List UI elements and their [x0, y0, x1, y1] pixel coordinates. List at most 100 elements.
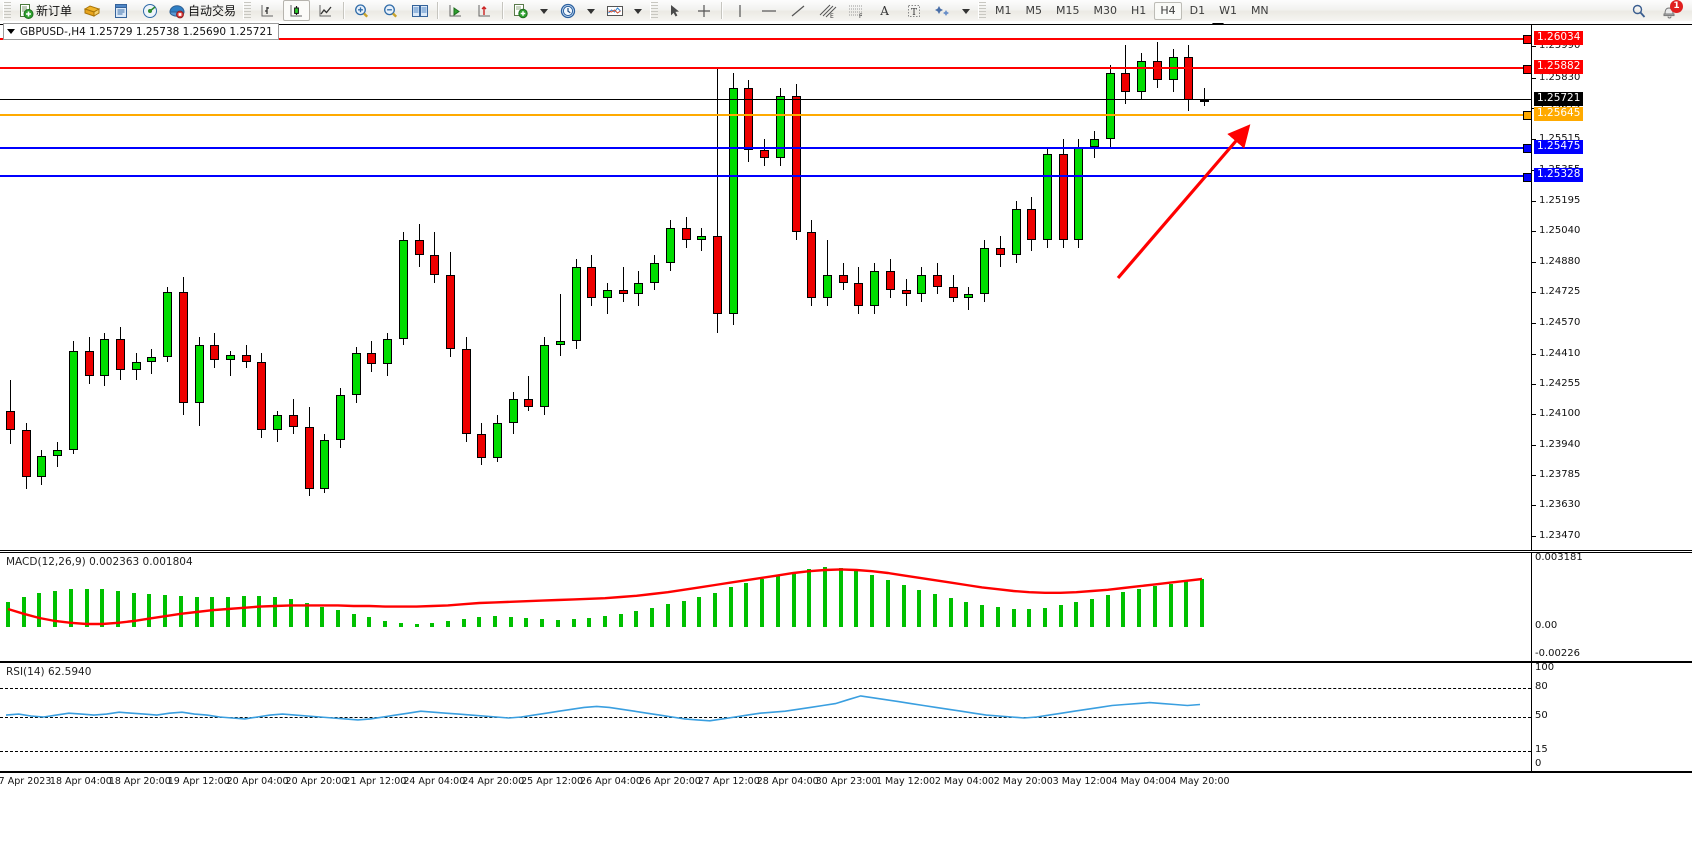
macd-histogram-bar	[461, 618, 466, 627]
hline-support-upper[interactable]	[0, 146, 1531, 149]
horizontal-line-button[interactable]	[755, 0, 782, 21]
signal-button[interactable]	[136, 0, 163, 21]
macd-histogram-bar	[288, 599, 293, 627]
hline-handle-resistance-lower[interactable]	[1523, 64, 1532, 74]
candle-body	[807, 232, 817, 299]
macd-histogram-bar	[964, 601, 969, 627]
candle-body	[100, 339, 110, 376]
candle-body	[964, 294, 974, 299]
toolbar-divider-4	[721, 2, 723, 19]
period-separator-button[interactable]	[554, 0, 581, 21]
timeframe-w1[interactable]: W1	[1219, 3, 1237, 17]
macd-histogram-bar	[665, 604, 670, 627]
candle-wick	[528, 376, 530, 411]
rsi-pane[interactable]: RSI(14) 62.5940	[0, 662, 1692, 772]
line-chart-button[interactable]	[312, 0, 339, 21]
hline-support-lower[interactable]	[0, 175, 1531, 178]
timeframe-m15[interactable]: M15	[1056, 3, 1080, 17]
candle-wick	[622, 267, 624, 303]
timeframe-h4[interactable]: H4	[1154, 1, 1182, 20]
timeframe-m1[interactable]: M1	[995, 3, 1012, 17]
new-order-button[interactable]: 新订单	[14, 0, 76, 21]
shapes-button[interactable]	[929, 0, 956, 21]
macd-histogram-bar	[116, 591, 120, 627]
period-separator-dropdown[interactable]	[583, 0, 599, 21]
svg-text:E: E	[830, 13, 834, 19]
cursor-button[interactable]	[661, 0, 688, 21]
hline-handle-resistance-upper[interactable]	[1523, 35, 1532, 45]
text-label-button[interactable]: T	[900, 0, 927, 21]
crosshair-button[interactable]	[690, 0, 717, 21]
wallet-button[interactable]	[78, 0, 105, 21]
macd-histogram-bar	[587, 618, 592, 627]
notification-badge: 1	[1670, 0, 1683, 13]
time-tick-label: 2 May 20:00	[993, 776, 1053, 787]
symbol-info-box[interactable]: GBPUSD-,H4 1.25729 1.25738 1.25690 1.257…	[3, 23, 279, 40]
candle-body	[320, 440, 330, 489]
hline-handle-support-lower[interactable]	[1523, 172, 1532, 182]
rsi-level-line	[0, 688, 1531, 690]
toolbar-grip-3[interactable]	[650, 2, 659, 19]
bar-chart-button[interactable]	[254, 0, 281, 21]
new-object-button[interactable]	[507, 0, 534, 21]
macd-histogram-bar	[493, 616, 497, 627]
expert-advisor-button[interactable]: 自动交易	[165, 0, 239, 21]
chevron-down-icon[interactable]	[7, 29, 15, 34]
toolbar-grip-2[interactable]	[243, 2, 252, 19]
timeframe-h1[interactable]: H1	[1131, 3, 1147, 17]
timeframe-mn[interactable]: MN	[1250, 3, 1269, 17]
indicator-button[interactable]	[601, 0, 628, 21]
price-plot[interactable]	[0, 25, 1692, 550]
timeframe-m5[interactable]: M5	[1025, 3, 1043, 17]
toolbar-grip-4[interactable]	[978, 2, 987, 19]
new-object-dropdown[interactable]	[536, 0, 552, 21]
toolbar-grip-1[interactable]	[3, 2, 11, 19]
fibonacci-button[interactable]: F	[842, 0, 869, 21]
search-icon[interactable]	[1625, 0, 1652, 21]
indicator-dropdown[interactable]	[630, 0, 646, 21]
text-button[interactable]: A	[880, 3, 889, 18]
shapes-dropdown[interactable]	[958, 0, 974, 21]
candle-body	[383, 339, 393, 365]
timeframe-m30[interactable]: M30	[1093, 3, 1118, 17]
candle-body	[430, 255, 440, 275]
hline-handle-entry-line[interactable]	[1523, 111, 1532, 120]
hline-resistance-lower[interactable]	[0, 67, 1531, 70]
candlestick-chart-button[interactable]	[283, 0, 311, 21]
time-tick-label: 19 Apr 12:00	[167, 776, 230, 787]
macd-histogram-bar	[508, 616, 513, 627]
macd-histogram-bar	[917, 589, 922, 627]
macd-histogram-bar	[618, 613, 623, 627]
tile-windows-button[interactable]	[406, 0, 433, 21]
hline-current-price[interactable]	[0, 99, 1531, 101]
candle-wick	[826, 239, 828, 306]
trendline-button[interactable]	[784, 0, 811, 21]
candle-body	[665, 228, 675, 264]
hline-entry-line[interactable]	[0, 113, 1531, 116]
price-pane[interactable]	[0, 24, 1692, 551]
macd-plot[interactable]	[0, 553, 1692, 661]
time-tick-label: 21 Apr 12:00	[344, 776, 407, 787]
candle-body	[697, 236, 707, 240]
macd-pane[interactable]: MACD(12,26,9) 0.002363 0.001804	[0, 552, 1692, 662]
candle-body	[367, 352, 377, 365]
shift-end-button[interactable]	[471, 0, 498, 21]
macd-histogram-bar	[351, 613, 356, 627]
hline-resistance-upper[interactable]	[0, 37, 1531, 40]
symbol-ohlc-label: GBPUSD-,H4 1.25729 1.25738 1.25690 1.257…	[20, 25, 273, 38]
shift-start-button[interactable]	[442, 0, 469, 21]
data-window-button[interactable]	[107, 0, 134, 21]
notification-bell-icon[interactable]: 1	[1654, 0, 1686, 21]
macd-histogram-bar	[634, 610, 639, 627]
macd-histogram-bar	[445, 621, 450, 627]
hline-handle-support-upper[interactable]	[1523, 144, 1532, 153]
equidistant-channel-button[interactable]: E	[813, 0, 840, 21]
timeframe-d1[interactable]: D1	[1189, 3, 1206, 17]
rsi-plot[interactable]	[0, 663, 1692, 771]
macd-histogram-bar	[1137, 588, 1142, 627]
zoom-out-button[interactable]	[377, 0, 404, 21]
macd-histogram-bar	[728, 587, 733, 627]
zoom-in-button[interactable]	[348, 0, 375, 21]
chart-area[interactable]: GBPUSD-,H4 1.25729 1.25738 1.25690 1.257…	[0, 21, 1692, 853]
vertical-line-button[interactable]	[726, 0, 753, 21]
